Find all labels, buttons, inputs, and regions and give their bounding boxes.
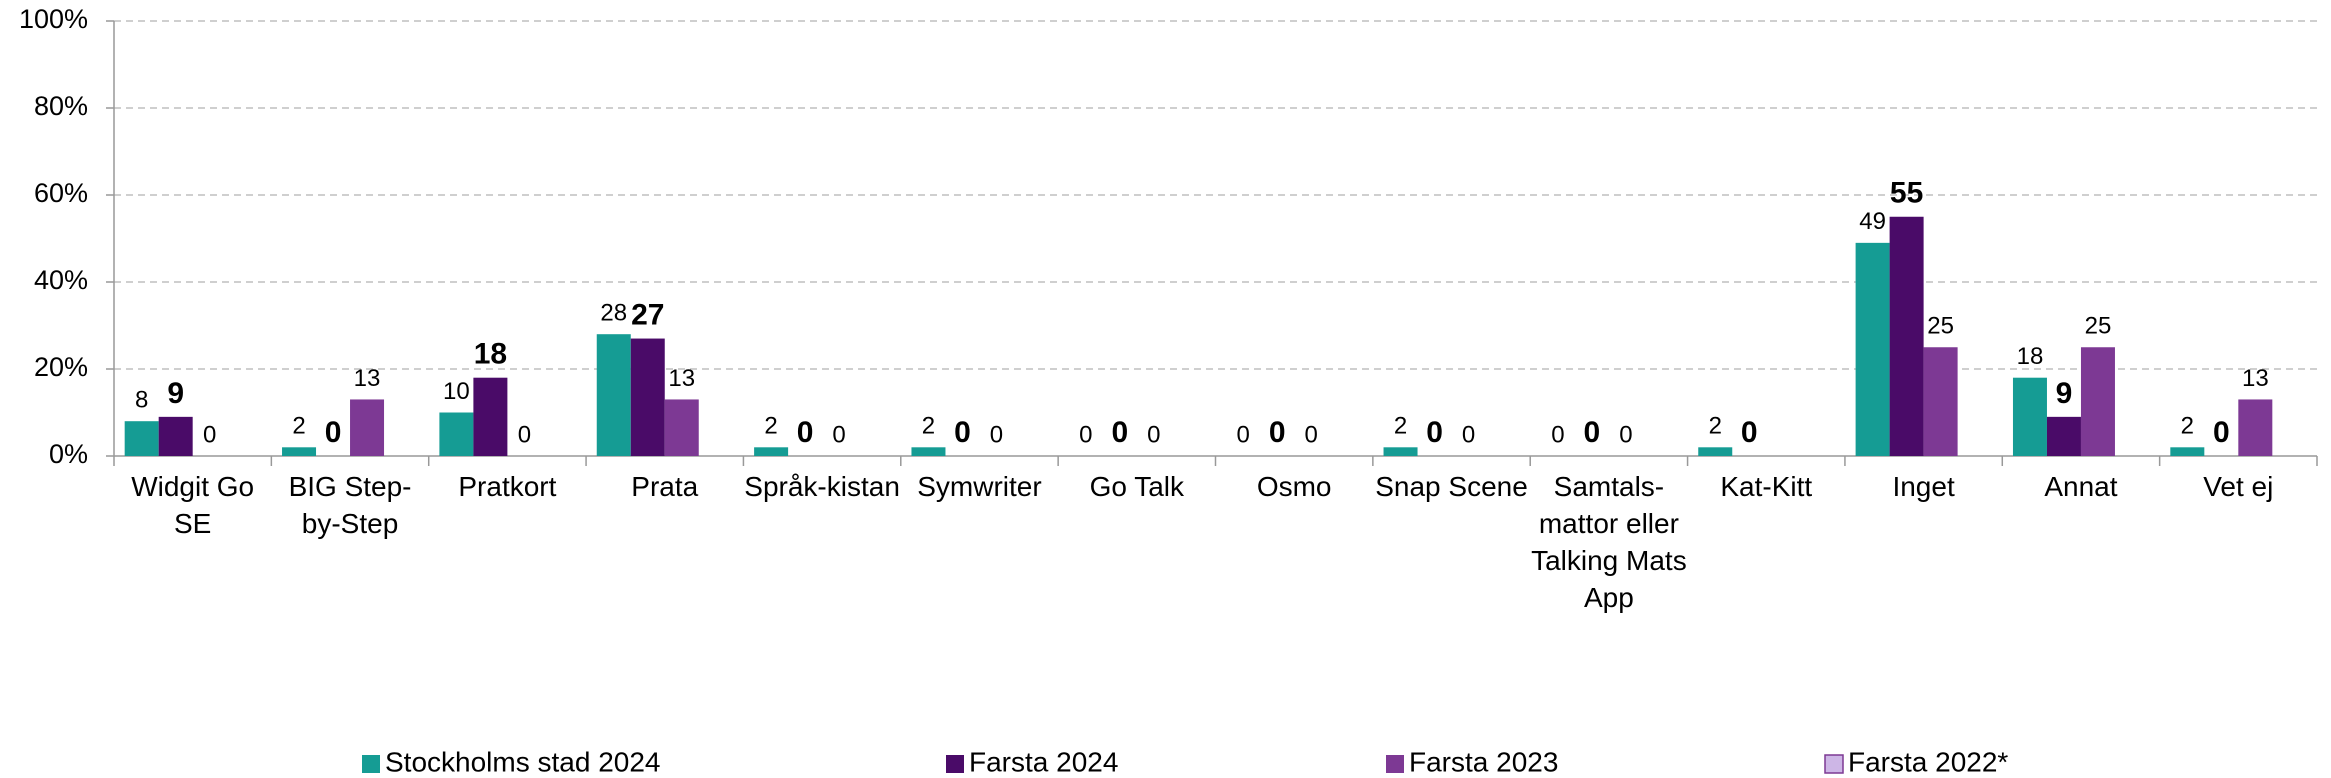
data-label: 0 [1079,421,1092,448]
bar [664,399,699,456]
data-label: 0 [518,421,531,448]
bar [1698,447,1733,456]
data-label: 0 [2213,416,2230,449]
bar [2080,347,2115,456]
data-label: 55 [1890,177,1923,210]
legend-swatch [1824,754,1844,774]
x-tick-label: Widgit Go SE [131,471,255,539]
data-label: 0 [1304,421,1317,448]
data-label: 28 [600,300,627,327]
bar [282,447,317,456]
bar [473,377,508,456]
data-label: 27 [631,298,664,331]
data-label: 8 [135,387,148,414]
bar [1889,216,1924,456]
data-label: 0 [832,421,845,448]
legend-label: Stockholms stad 2024 [385,746,661,777]
data-label: 18 [474,338,507,371]
data-label: 2 [2181,413,2194,440]
data-label: 0 [1236,421,1249,448]
legend-label: Farsta 2023 [1409,746,1558,777]
bar [754,447,789,456]
y-tick-label: 20% [34,352,88,382]
x-tick-label: Symwriter [917,471,1042,502]
bar [2012,377,2047,456]
data-label: 2 [764,413,777,440]
y-tick-label: 100% [19,4,88,34]
data-label: 0 [1111,416,1128,449]
data-label: 0 [203,421,216,448]
data-label: 25 [1927,313,1954,340]
data-label: 0 [1462,421,1475,448]
data-label: 13 [354,365,381,392]
y-tick-label: 0% [49,439,88,469]
bar [1923,347,1958,456]
data-label: 0 [1269,416,1286,449]
data-label: 0 [1426,416,1443,449]
data-label: 0 [1147,421,1160,448]
data-label: 2 [1709,413,1722,440]
data-label: 0 [325,416,342,449]
data-label: 25 [2085,313,2112,340]
data-label: 2 [1394,413,1407,440]
x-tick-label: Inget [1892,471,1955,502]
x-tick-label: Osmo [1256,471,1332,502]
x-tick-label: Samtals-mattor eller Talking Mats App [1531,471,1687,613]
bar [350,399,385,456]
data-label: 13 [2242,365,2269,392]
x-tick-label: Kat-Kitt [1720,471,1813,502]
data-label: 10 [443,378,470,405]
legend-label: Farsta 2024 [969,746,1118,777]
bar [2238,399,2273,456]
bar [158,416,193,456]
bar [596,334,631,456]
y-tick-label: 60% [34,178,88,208]
bar [124,421,159,456]
bar [911,447,946,456]
x-tick-label: Snap Scene [1375,471,1528,502]
bar [2046,416,2081,456]
x-tick-label: BIG Step-by-Step [288,471,412,539]
x-tick-label: Vet ej [2203,471,2274,502]
data-label: 9 [167,377,184,410]
x-tick-label: Språk-kistan [744,471,900,502]
data-label: 0 [797,416,814,449]
data-label: 0 [1551,421,1564,448]
bar [1383,447,1418,456]
legend-swatch [362,755,380,773]
x-tick-label: Go Talk [1089,471,1185,502]
legend-swatch [1386,755,1404,773]
data-label: 0 [1741,416,1758,449]
data-label: 0 [990,421,1003,448]
data-label: 2 [922,413,935,440]
x-tick-label: Annat [2044,471,2118,502]
y-tick-label: 40% [34,265,88,295]
bar [1855,242,1890,456]
bar [630,338,665,456]
data-label: 9 [2056,377,2073,410]
data-label: 13 [668,365,695,392]
data-label: 2 [292,413,305,440]
bar [2170,447,2205,456]
data-label: 0 [1619,421,1632,448]
y-tick-label: 80% [34,91,88,121]
data-label: 18 [2017,343,2044,370]
bar [439,412,474,456]
data-label: 0 [954,416,971,449]
legend-swatch [946,755,964,773]
x-tick-label: Pratkort [458,471,557,502]
data-label: 0 [1584,416,1601,449]
x-tick-label: Prata [631,471,699,502]
legend-label: Farsta 2022* [1848,746,2008,777]
data-label: 49 [1859,208,1886,235]
